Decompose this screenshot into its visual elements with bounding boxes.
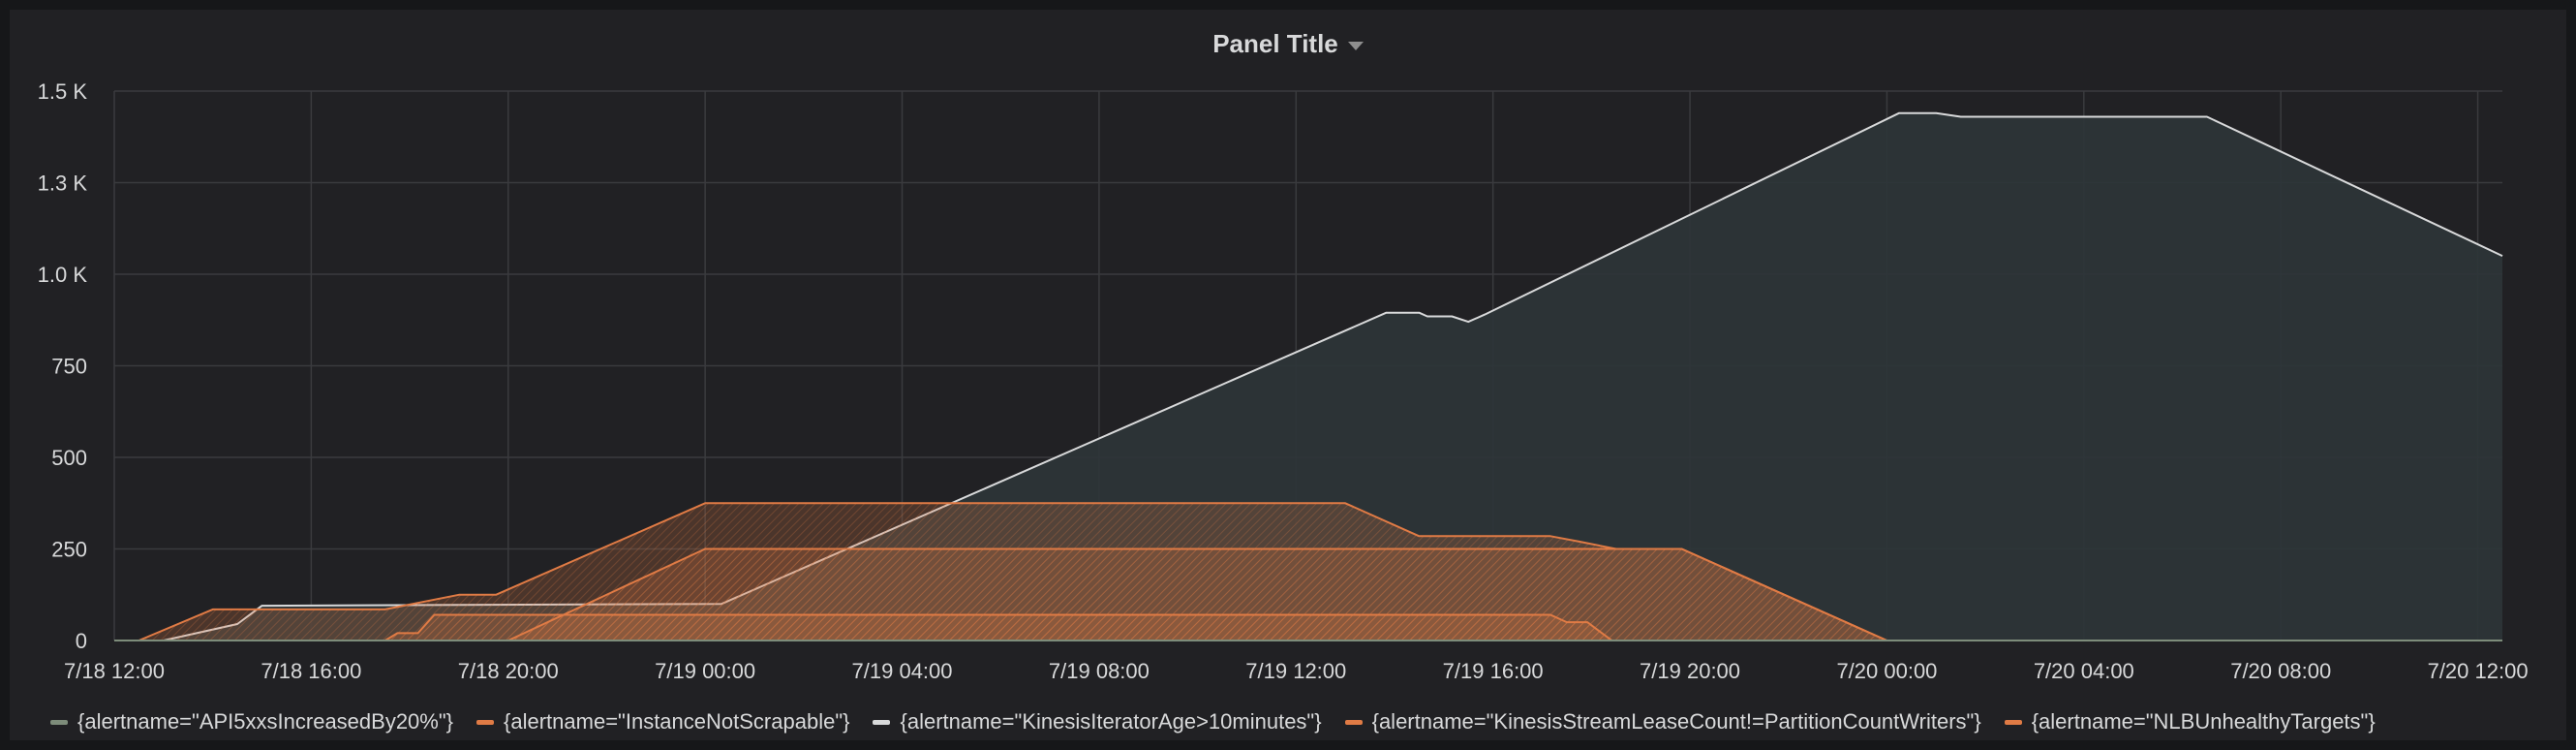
x-tick-label: 7/18 20:00	[458, 659, 559, 683]
legend-label: {alertname="InstanceNotScrapable"}	[504, 709, 850, 734]
y-tick-label: 250	[51, 538, 87, 562]
legend-swatch	[476, 719, 495, 725]
y-tick-label: 750	[51, 355, 87, 379]
series-line	[384, 613, 2502, 641]
legend-swatch	[50, 719, 68, 725]
x-tick-label: 7/19 04:00	[852, 659, 953, 683]
panel-title-menu[interactable]: Panel Title	[10, 29, 2566, 59]
x-tick-label: 7/18 16:00	[261, 659, 361, 683]
legend-label: {alertname="NLBUnhealthyTargets"}	[2031, 709, 2376, 734]
x-tick-label: 7/19 08:00	[1049, 659, 1150, 683]
x-tick-label: 7/19 16:00	[1443, 659, 1544, 683]
legend-label: {alertname="KinesisStreamLeaseCount!=Par…	[1371, 709, 1981, 734]
legend-item[interactable]: {alertname="NLBUnhealthyTargets"}	[2004, 709, 2376, 734]
legend-swatch	[1344, 719, 1363, 725]
legend-item[interactable]: {alertname="KinesisStreamLeaseCount!=Par…	[1344, 709, 1981, 734]
y-axis: 0 250 500 750 1.0 K 1.3 K 1.5 K	[38, 79, 88, 653]
x-tick-label: 7/19 20:00	[1640, 659, 1740, 683]
x-tick-label: 7/20 04:00	[2034, 659, 2134, 683]
y-tick-label: 0	[76, 629, 87, 653]
y-tick-label: 1.5 K	[38, 79, 88, 104]
legend-item[interactable]: {alertname="KinesisIteratorAge>10minutes…	[873, 709, 1322, 734]
y-tick-label: 500	[51, 446, 87, 470]
x-tick-label: 7/19 00:00	[655, 659, 755, 683]
series-area	[384, 614, 2502, 641]
legend-item[interactable]: {alertname="InstanceNotScrapable"}	[476, 709, 849, 734]
legend-swatch	[873, 719, 891, 725]
x-tick-label: 7/20 12:00	[2428, 659, 2529, 683]
x-tick-label: 7/18 12:00	[64, 659, 165, 683]
legend-label: {alertname="API5xxsIncreasedBy20%"}	[77, 709, 454, 734]
x-tick-label: 7/19 12:00	[1245, 659, 1346, 683]
legend-swatch	[2004, 719, 2022, 725]
series-layer	[114, 111, 2503, 641]
x-tick-label: 7/20 00:00	[1836, 659, 1937, 683]
x-axis: 7/18 12:00 7/18 16:00 7/18 20:00 7/19 00:00…	[64, 659, 2529, 683]
legend: {alertname="API5xxsIncreasedBy20%"} {aler…	[50, 707, 2376, 736]
y-tick-label: 1.0 K	[38, 263, 88, 287]
legend-item[interactable]: {alertname="API5xxsIncreasedBy20%"}	[50, 709, 453, 734]
x-tick-label: 7/20 08:00	[2230, 659, 2331, 683]
series-area	[163, 112, 2502, 641]
chevron-down-icon	[1347, 41, 1364, 50]
graph-panel: Panel Title 0 250 500 750 1.0 K 1.3 K 1.5 K 7/…	[10, 10, 2566, 740]
panel-title: Panel Title	[1212, 29, 1338, 58]
legend-label: {alertname="KinesisIteratorAge>10minutes…	[900, 709, 1322, 734]
y-tick-label: 1.3 K	[38, 172, 88, 196]
